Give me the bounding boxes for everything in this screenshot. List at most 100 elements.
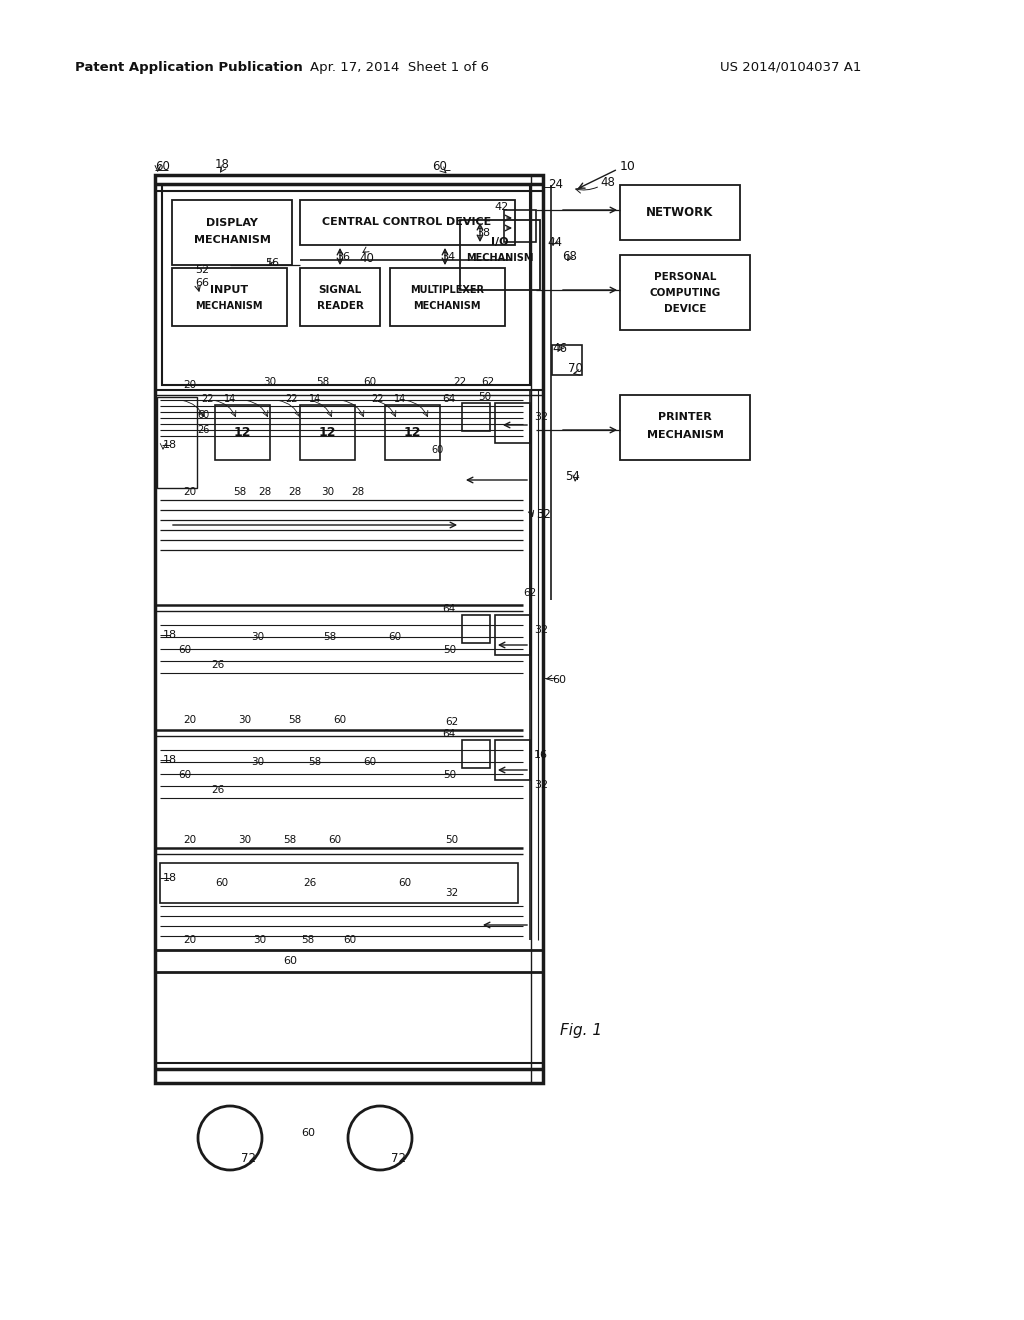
Text: 72: 72: [241, 1151, 256, 1164]
Bar: [155, 176, 543, 1082]
Text: 60: 60: [178, 645, 191, 655]
Bar: [172, 201, 292, 265]
Text: 28: 28: [289, 487, 302, 498]
Text: 30: 30: [239, 836, 252, 845]
Text: 50: 50: [445, 836, 459, 845]
Text: COMPUTING: COMPUTING: [649, 288, 721, 298]
Text: 34: 34: [441, 252, 455, 261]
Text: 72: 72: [390, 1151, 406, 1164]
Text: SIGNAL: SIGNAL: [318, 285, 361, 294]
Text: 50: 50: [443, 770, 457, 780]
Text: 30: 30: [252, 756, 264, 767]
Text: 20: 20: [183, 935, 197, 945]
Text: 10: 10: [620, 161, 636, 173]
Text: 32: 32: [445, 888, 459, 898]
Text: 12: 12: [233, 426, 251, 440]
Text: 32: 32: [534, 624, 548, 635]
Text: 62: 62: [445, 717, 459, 727]
Text: 60: 60: [334, 715, 346, 725]
Text: 70: 70: [567, 362, 583, 375]
Text: 58: 58: [316, 378, 330, 387]
Text: Fig. 1: Fig. 1: [560, 1023, 602, 1038]
Text: 28: 28: [351, 487, 365, 498]
Text: 60: 60: [283, 956, 297, 966]
Bar: [385, 405, 440, 459]
Text: 40: 40: [359, 252, 375, 264]
Text: 14: 14: [394, 393, 407, 404]
Text: I/O: I/O: [492, 238, 509, 247]
Text: 26: 26: [211, 785, 224, 795]
Bar: [495, 615, 530, 655]
Text: 26: 26: [211, 660, 224, 671]
Text: 60: 60: [215, 878, 228, 888]
Bar: [300, 405, 355, 459]
Text: 58: 58: [284, 836, 297, 845]
Bar: [390, 268, 505, 326]
Circle shape: [198, 1106, 262, 1170]
Text: 22: 22: [371, 393, 383, 404]
Bar: [155, 950, 543, 972]
Text: 20: 20: [183, 836, 197, 845]
Text: 18: 18: [163, 755, 177, 766]
Text: 30: 30: [239, 715, 252, 725]
Bar: [462, 615, 490, 643]
Text: MECHANISM: MECHANISM: [414, 301, 480, 312]
Bar: [495, 403, 530, 444]
Text: 36: 36: [336, 252, 350, 261]
Text: 58: 58: [233, 487, 247, 498]
Text: 60: 60: [364, 756, 377, 767]
Bar: [160, 863, 518, 903]
Text: 64: 64: [442, 605, 456, 614]
Text: MECHANISM: MECHANISM: [646, 430, 723, 440]
Bar: [172, 268, 287, 326]
Text: 18: 18: [163, 873, 177, 883]
Bar: [162, 185, 530, 385]
Text: 16: 16: [534, 750, 548, 760]
Text: DEVICE: DEVICE: [664, 304, 707, 314]
Text: PERSONAL: PERSONAL: [653, 272, 716, 282]
Bar: [157, 397, 197, 488]
Bar: [620, 395, 750, 459]
Text: 46: 46: [553, 342, 567, 355]
Text: 22: 22: [201, 393, 213, 404]
Text: 28: 28: [258, 487, 271, 498]
Text: 18: 18: [163, 630, 177, 640]
Text: 52: 52: [195, 265, 209, 275]
Text: 60: 60: [552, 675, 566, 685]
Bar: [620, 255, 750, 330]
Text: 56: 56: [265, 257, 279, 268]
Text: 32: 32: [534, 412, 548, 422]
Text: 30: 30: [263, 378, 276, 387]
Text: MECHANISM: MECHANISM: [196, 301, 263, 312]
Text: 44: 44: [548, 235, 562, 248]
Text: DISPLAY: DISPLAY: [206, 218, 258, 228]
Text: 50: 50: [443, 645, 457, 655]
Bar: [300, 201, 515, 246]
Text: 62: 62: [523, 587, 537, 598]
Text: 22: 22: [454, 378, 467, 387]
Text: 20: 20: [183, 487, 197, 498]
Text: 30: 30: [322, 487, 335, 498]
Text: 60: 60: [178, 770, 191, 780]
Text: 30: 30: [253, 935, 266, 945]
Text: 26: 26: [197, 425, 209, 436]
Text: 26: 26: [303, 878, 316, 888]
Text: NETWORK: NETWORK: [646, 206, 714, 219]
Text: 30: 30: [252, 632, 264, 642]
Text: READER: READER: [316, 301, 364, 312]
Text: 24: 24: [548, 178, 563, 191]
Text: 60: 60: [329, 836, 342, 845]
Text: 60: 60: [301, 1129, 315, 1138]
Text: 14: 14: [309, 393, 322, 404]
Text: US 2014/0104037 A1: US 2014/0104037 A1: [720, 61, 861, 74]
Text: 18: 18: [163, 440, 177, 450]
Bar: [504, 210, 536, 242]
Text: CENTRAL CONTROL DEVICE: CENTRAL CONTROL DEVICE: [323, 216, 492, 227]
Text: 20: 20: [183, 380, 197, 389]
Text: 58: 58: [308, 756, 322, 767]
Text: 48: 48: [600, 177, 614, 190]
Text: 50: 50: [478, 392, 492, 403]
Bar: [462, 403, 490, 432]
Text: 60: 60: [364, 378, 377, 387]
Text: PRINTER: PRINTER: [658, 412, 712, 422]
